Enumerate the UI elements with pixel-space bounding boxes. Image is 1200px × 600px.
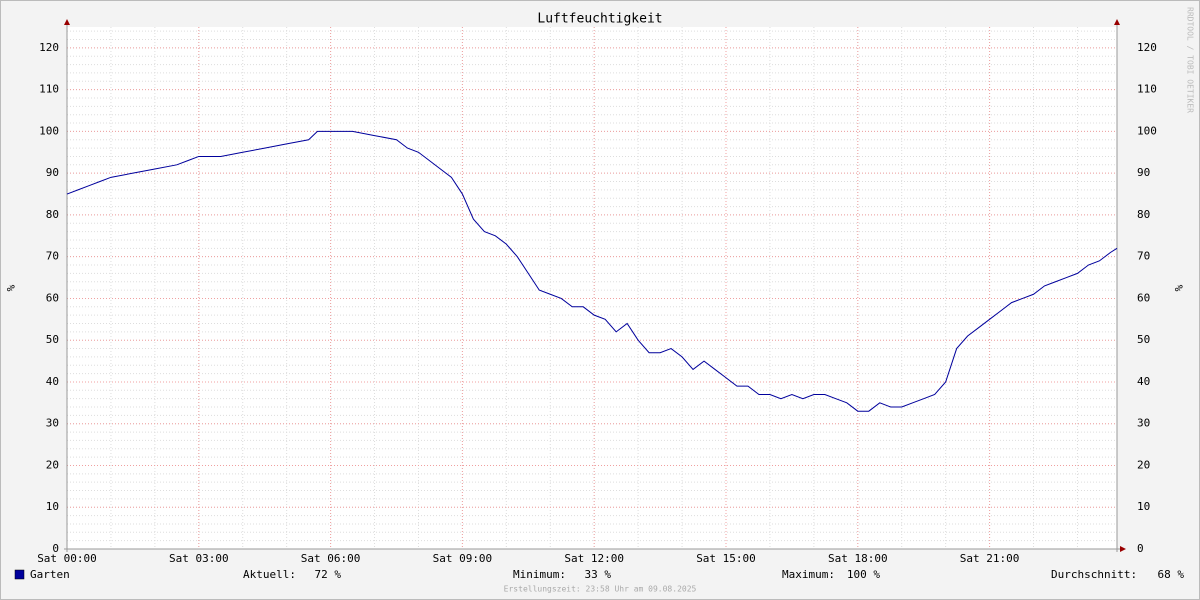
y-tick-label: 110 [39, 83, 59, 96]
axis-arrow [1114, 19, 1120, 25]
y-tick-label: 50 [1137, 333, 1150, 346]
y-tick-label: 40 [46, 375, 59, 388]
y-tick-label: 100 [39, 124, 59, 137]
stat-value: 68 % [1158, 568, 1185, 581]
axis-arrow [1120, 546, 1126, 552]
y-tick-label: 100 [1137, 124, 1157, 137]
footer: Erstellungszeit: 23:58 Uhr am 09.08.2025 [504, 585, 697, 594]
legend-swatch [14, 569, 25, 580]
data-line [66, 130, 1118, 412]
y-tick-label: 30 [1137, 417, 1150, 430]
plot-area [67, 27, 1117, 549]
x-tick-label: Sat 03:00 [169, 552, 229, 565]
watermark: RRDTOOL / TOBI OETIKER [1186, 7, 1195, 113]
x-tick-label: Sat 18:00 [828, 552, 888, 565]
x-tick-label: Sat 21:00 [960, 552, 1020, 565]
y-tick-label: 110 [1137, 83, 1157, 96]
x-tick-label: Sat 09:00 [433, 552, 493, 565]
y-tick-label: 0 [52, 542, 59, 555]
stat-label: Durchschnitt: [1051, 568, 1137, 581]
axis-arrow [64, 19, 70, 25]
stat-value: 100 % [847, 568, 880, 581]
stat-label: Maximum: [782, 568, 835, 581]
y-tick-label: 20 [46, 458, 59, 471]
stat-value: 72 % [315, 568, 342, 581]
x-tick-label: Sat 15:00 [696, 552, 756, 565]
y-tick-label: 120 [39, 41, 59, 54]
chart-title: Luftfeuchtigkeit [537, 12, 662, 27]
y-axis-label: % [4, 285, 17, 292]
y-tick-label: 10 [46, 500, 59, 513]
y-tick-label: 90 [46, 166, 59, 179]
x-tick-label: Sat 12:00 [564, 552, 624, 565]
y-tick-label: 70 [46, 250, 59, 263]
stat-value: 33 % [585, 568, 612, 581]
y-tick-label: 40 [1137, 375, 1150, 388]
x-tick-label: Sat 06:00 [301, 552, 361, 565]
y-tick-label: 80 [46, 208, 59, 221]
legend-label: Garten [30, 568, 70, 581]
y-tick-label: 10 [1137, 500, 1150, 513]
y-tick-label: 50 [46, 333, 59, 346]
y-tick-label: 80 [1137, 208, 1150, 221]
y-tick-label: 60 [46, 291, 59, 304]
y-tick-label: 70 [1137, 250, 1150, 263]
y-axis-label: % [1172, 285, 1185, 292]
stat-label: Aktuell: [243, 568, 296, 581]
stat-label: Minimum: [513, 568, 566, 581]
y-tick-label: 20 [1137, 458, 1150, 471]
y-tick-label: 120 [1137, 41, 1157, 54]
y-tick-label: 0 [1137, 542, 1144, 555]
x-tick-label: Sat 00:00 [37, 552, 97, 565]
y-tick-label: 60 [1137, 291, 1150, 304]
y-tick-label: 30 [46, 417, 59, 430]
y-tick-label: 90 [1137, 166, 1150, 179]
